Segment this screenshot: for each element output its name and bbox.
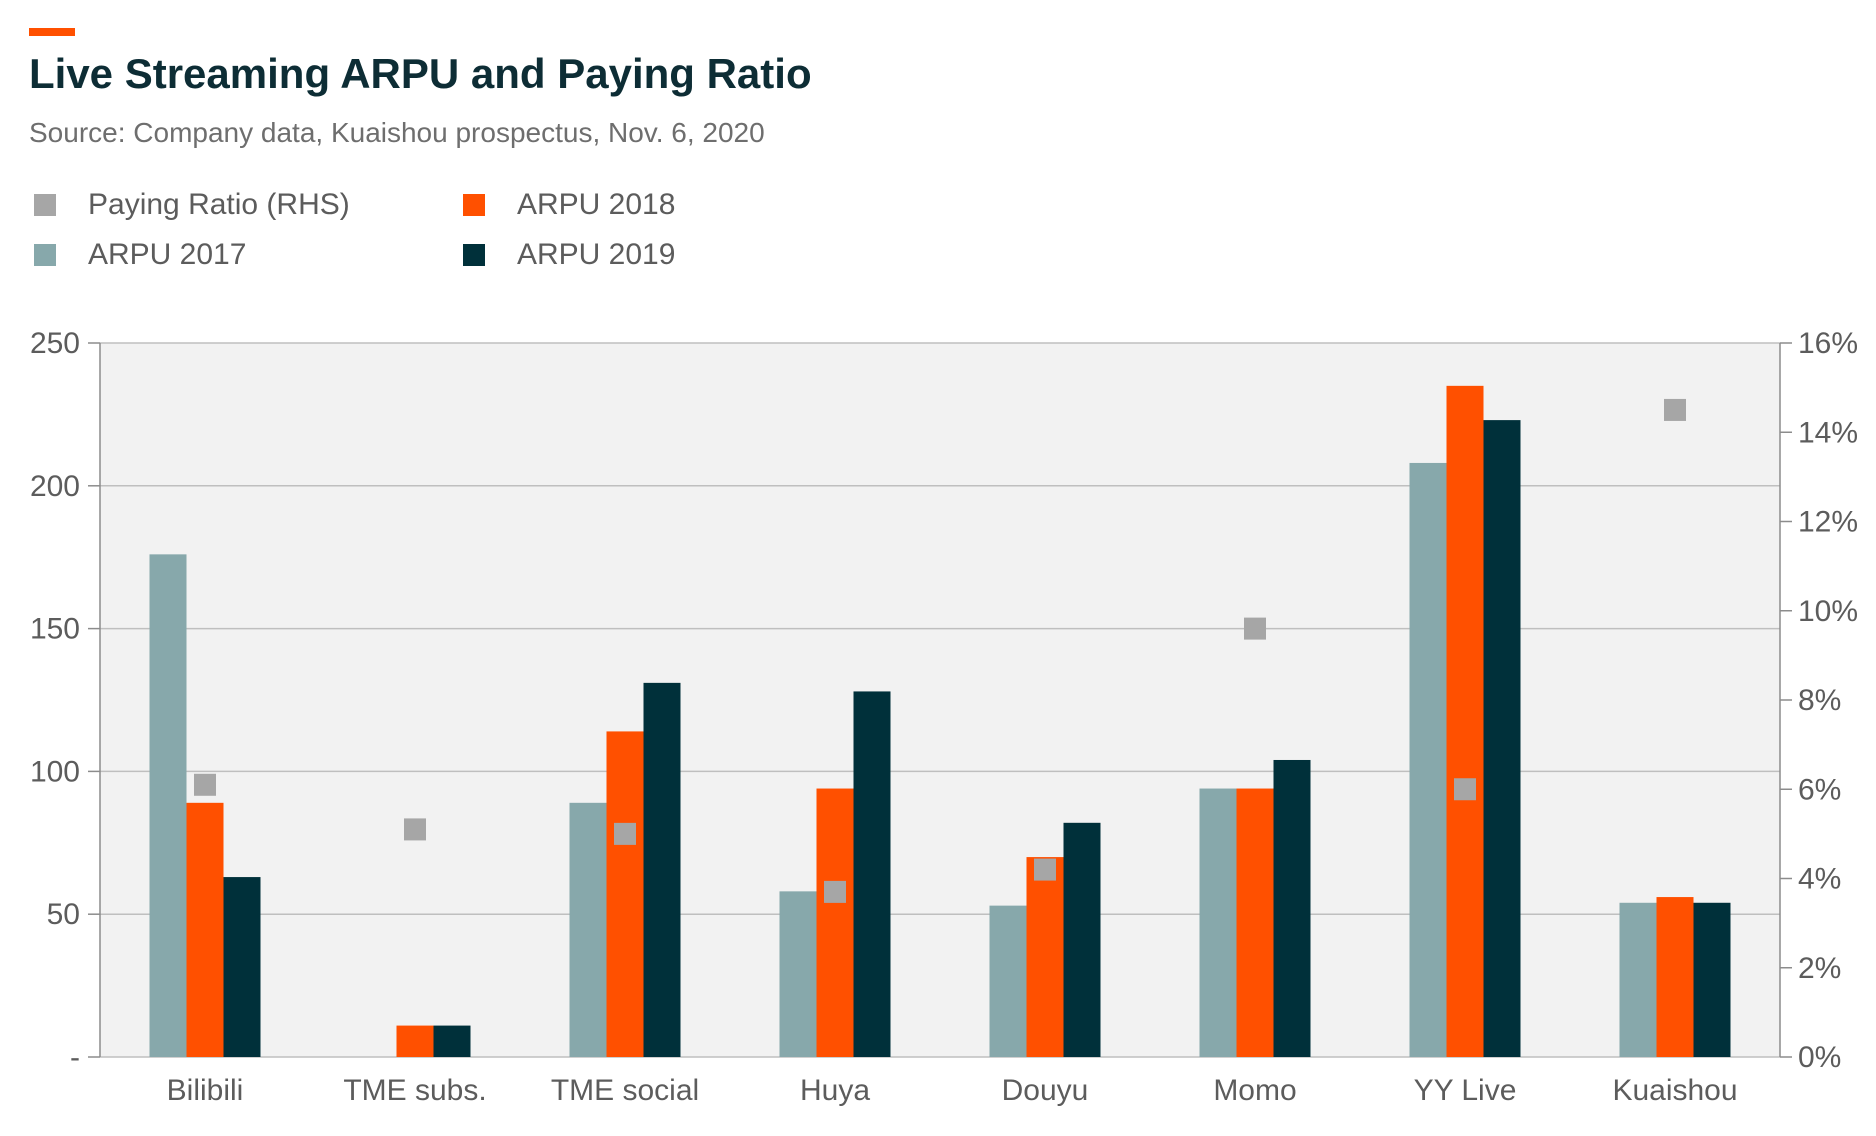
- paying-ratio-marker: [1454, 778, 1476, 801]
- y-right-tick-label: 16%: [1798, 327, 1858, 360]
- paying-ratio-marker: [1244, 617, 1266, 640]
- legend-label-paying-ratio: Paying Ratio (RHS): [88, 188, 350, 221]
- bar-arpu-2017: [779, 891, 817, 1057]
- y-right-tick-label: 14%: [1798, 416, 1858, 449]
- x-category-label: Huya: [800, 1074, 870, 1107]
- y-right-tick-label: 0%: [1798, 1041, 1841, 1074]
- bar-arpu-2017: [1619, 902, 1657, 1057]
- legend-swatch-paying-ratio: [34, 194, 56, 216]
- y-right-tick-label: 4%: [1798, 863, 1841, 896]
- y-right-tick-label: 6%: [1798, 773, 1841, 806]
- legend-swatch-arpu-2017: [34, 244, 56, 266]
- bar-arpu-2018: [816, 788, 854, 1057]
- legend-item-arpu-2017: ARPU 2017: [34, 238, 246, 272]
- y-left-tick-label: -: [70, 1041, 80, 1074]
- y-right-tick-label: 10%: [1798, 595, 1858, 628]
- chart-title: Live Streaming ARPU and Paying Ratio: [29, 50, 812, 97]
- bar-arpu-2019: [643, 682, 681, 1057]
- bar-arpu-2018: [396, 1025, 434, 1057]
- x-category-label: TME subs.: [343, 1074, 486, 1107]
- bar-arpu-2017: [1199, 788, 1237, 1057]
- bar-arpu-2018: [1236, 788, 1274, 1057]
- legend-item-arpu-2018: ARPU 2018: [463, 188, 675, 222]
- bar-arpu-2019: [1483, 420, 1521, 1057]
- bar-arpu-2018: [1656, 897, 1694, 1057]
- bar-arpu-2017: [989, 905, 1027, 1057]
- y-left-tick-label: 200: [30, 470, 80, 503]
- title-accent-bar: [29, 28, 75, 36]
- x-category-label: YY Live: [1414, 1074, 1517, 1107]
- x-category-label: Douyu: [1002, 1074, 1089, 1107]
- x-category-label: Momo: [1213, 1074, 1296, 1107]
- legend-label-arpu-2017: ARPU 2017: [88, 238, 247, 271]
- y-left-tick-label: 50: [47, 898, 80, 931]
- paying-ratio-marker: [1034, 858, 1056, 881]
- paying-ratio-marker: [614, 822, 636, 845]
- paying-ratio-marker: [824, 880, 846, 903]
- legend-swatch-arpu-2019: [463, 244, 485, 266]
- bar-arpu-2018: [1026, 857, 1064, 1057]
- bar-arpu-2017: [1409, 462, 1447, 1057]
- legend-item-arpu-2019: ARPU 2019: [463, 238, 675, 272]
- bar-arpu-2018: [186, 802, 224, 1057]
- x-category-label: Kuaishou: [1612, 1074, 1737, 1107]
- legend-label-arpu-2019: ARPU 2019: [517, 238, 676, 271]
- paying-ratio-marker: [1664, 398, 1686, 421]
- y-right-tick-label: 2%: [1798, 952, 1841, 985]
- plot-area: [100, 343, 1780, 1057]
- bar-arpu-2019: [1273, 759, 1311, 1057]
- bar-arpu-2019: [223, 877, 261, 1057]
- legend-item-paying-ratio: Paying Ratio (RHS): [34, 188, 350, 222]
- x-category-label: TME social: [551, 1074, 699, 1107]
- legend-swatch-arpu-2018: [463, 194, 485, 216]
- paying-ratio-marker: [194, 773, 216, 796]
- y-right-tick-label: 8%: [1798, 684, 1841, 717]
- bar-arpu-2018: [1446, 385, 1484, 1058]
- bar-arpu-2018: [606, 731, 644, 1057]
- bar-arpu-2019: [1063, 822, 1101, 1057]
- y-left-tick-label: 150: [30, 613, 80, 646]
- y-left-tick-label: 100: [30, 755, 80, 788]
- bar-arpu-2019: [433, 1025, 471, 1057]
- x-category-label: Bilibili: [167, 1074, 244, 1107]
- paying-ratio-marker: [404, 818, 426, 841]
- bar-arpu-2019: [853, 691, 891, 1057]
- bar-arpu-2017: [569, 802, 607, 1057]
- bar-arpu-2017: [149, 554, 187, 1057]
- legend-label-arpu-2018: ARPU 2018: [517, 188, 676, 221]
- y-right-tick-label: 12%: [1798, 506, 1858, 539]
- bar-arpu-2019: [1693, 902, 1731, 1057]
- chart-subtitle: Source: Company data, Kuaishou prospectu…: [29, 117, 765, 148]
- y-left-tick-label: 250: [30, 327, 80, 360]
